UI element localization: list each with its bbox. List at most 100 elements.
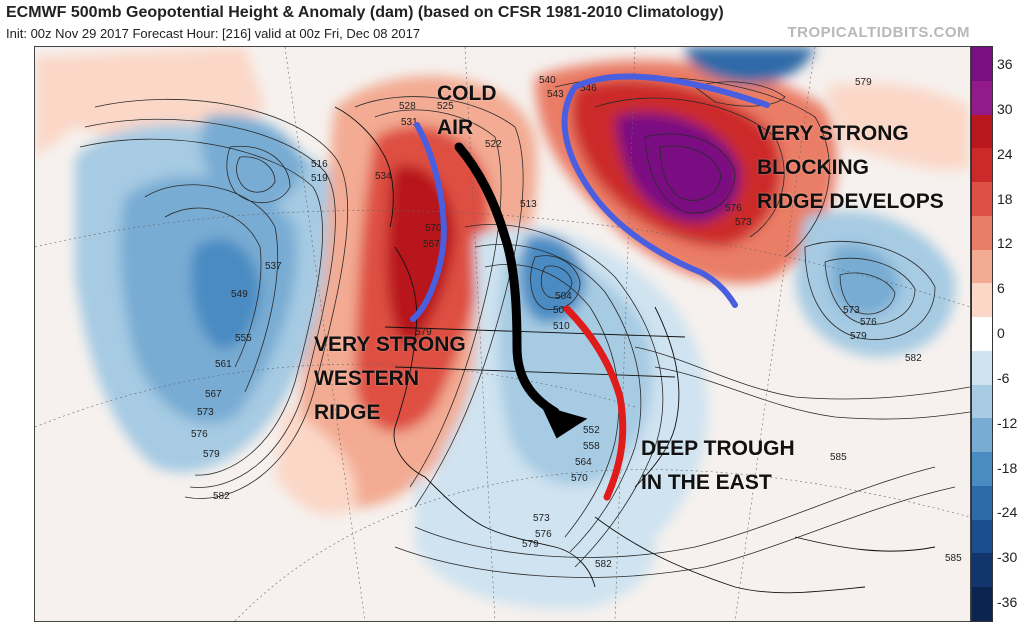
colorbar-segment [972,114,992,149]
colorbar-segment [972,587,992,622]
anomaly-map: 528 525 531 534 537 540 543 546 549 552 … [35,47,970,621]
contour-label: 579 [855,77,872,88]
coastlines [334,106,936,594]
contour-label: 519 [311,173,328,184]
map-panel: 528 525 531 534 537 540 543 546 549 552 … [34,46,971,622]
contour-label: 585 [830,452,847,463]
colorbar-segment [972,485,992,521]
contour-label: 582 [905,353,922,364]
contour-label: 546 [580,83,597,94]
contour-label: 516 [311,159,328,170]
contour-label: 510 [553,321,570,332]
colorbar-tick-label: -36 [997,594,1018,610]
contour-label: 558 [583,441,600,452]
cold-air-label: COLD AIR [437,77,497,145]
contour-label: 552 [583,425,600,436]
contour-label: 543 [547,89,564,100]
colorbar-segment [972,283,992,318]
colorbar-tick-label: 24 [997,145,1013,162]
contour-labels: 528 525 531 534 537 540 543 546 549 552 … [191,75,962,570]
contour-label: 585 [945,553,962,564]
contour-label: 576 [535,529,552,540]
annotation-line: BLOCKING [757,156,869,179]
colorbar-tick-label: 12 [997,235,1013,252]
contour-label: 555 [235,333,252,344]
annotation-strokes [410,73,770,501]
ridge-axis-blocking [561,73,770,308]
colorbar-segment [972,47,992,82]
colorbar-tick-label: -24 [997,504,1018,521]
cold-air-arrow-shaft [454,142,560,417]
contour-label: 570 [425,223,442,234]
colorbar-segment [972,452,992,487]
ridge-axis-west [410,122,447,322]
contour-label: 564 [575,457,592,468]
annotation-line: AIR [437,116,474,139]
colorbar-segment [972,182,992,217]
deep-trough-label: DEEP TROUGH IN THE EAST [641,432,795,500]
annotation-line: RIDGE DEVELOPS [757,190,944,213]
contour-label: 576 [191,429,208,440]
annotation-line: WESTERN [314,367,419,390]
contour-label: 573 [843,305,860,316]
contour-label: 561 [215,359,232,370]
colorbar-tick-label: -6 [997,369,1010,386]
contour-label: 525 [437,101,454,112]
colorbar-tick-label: 6 [997,280,1005,297]
contour-label: 537 [265,261,282,272]
annotation-line: VERY STRONG [314,333,466,356]
contour-label: 570 [571,473,588,484]
lat-lon-grid [35,47,970,621]
annotation-line: COLD [437,82,497,105]
contour-label: 513 [520,199,537,210]
source-watermark: TROPICALTIDBITS.COM [787,24,970,41]
colorbar-tick-label: -30 [997,549,1018,566]
colorbar-segment [972,519,992,554]
colorbar-segment [972,384,992,419]
contour-label: 540 [539,75,556,86]
contour-label: 579 [850,331,867,342]
cold-air-arrow-head [541,405,588,439]
contour-label: 579 [203,449,220,460]
annotation-line: IN THE EAST [641,471,772,494]
contour-label: 549 [231,289,248,300]
contour-label: 507 [553,305,570,316]
contour-label: 522 [485,139,502,150]
colorbar-segment [972,215,992,251]
blocking-ridge-label: VERY STRONG BLOCKING RIDGE DEVELOPS [757,117,944,219]
contour-label: 576 [860,317,877,328]
colorbar-segment [972,553,992,588]
colorbar-segment [972,350,992,386]
colorbar-segment [972,249,992,284]
colorbar-segment [972,418,992,453]
colorbar-tick-label: 0 [997,325,1005,341]
contour-label: 582 [595,559,612,570]
trough-axis [563,305,627,501]
contour-label: 504 [555,291,572,302]
height-contours [79,76,970,578]
contour-label: 573 [533,513,550,524]
colorbar-tick-label: -18 [997,459,1018,476]
colorbar-tick-label: 36 [997,56,1013,72]
chart-subtitle: Init: 00z Nov 29 2017 Forecast Hour: [21… [6,26,421,41]
colorbar-segment [972,317,992,352]
colorbar-tick-label: 18 [997,190,1013,207]
contour-label: 579 [522,539,539,550]
colorbar-segment [972,80,992,115]
western-ridge-label: VERY STRONG WESTERN RIDGE [314,328,466,430]
annotation-line: VERY STRONG [757,122,909,145]
contour-label: 573 [197,407,214,418]
contour-label: 576 [725,203,742,214]
annotation-line: DEEP TROUGH [641,437,795,460]
colorbar-segment [972,148,992,183]
contour-label: 531 [401,117,418,128]
contour-label: 573 [735,217,752,228]
colorbar-tick-label: -12 [997,414,1018,431]
colorbar-tick-label: 30 [997,100,1013,117]
contour-label: 528 [399,101,416,112]
annotation-line: RIDGE [314,401,381,424]
anomaly-colorbar [971,46,993,622]
anomaly-fills [35,47,970,609]
contour-label: 567 [423,239,440,250]
chart-title: ECMWF 500mb Geopotential Height & Anomal… [6,4,724,21]
